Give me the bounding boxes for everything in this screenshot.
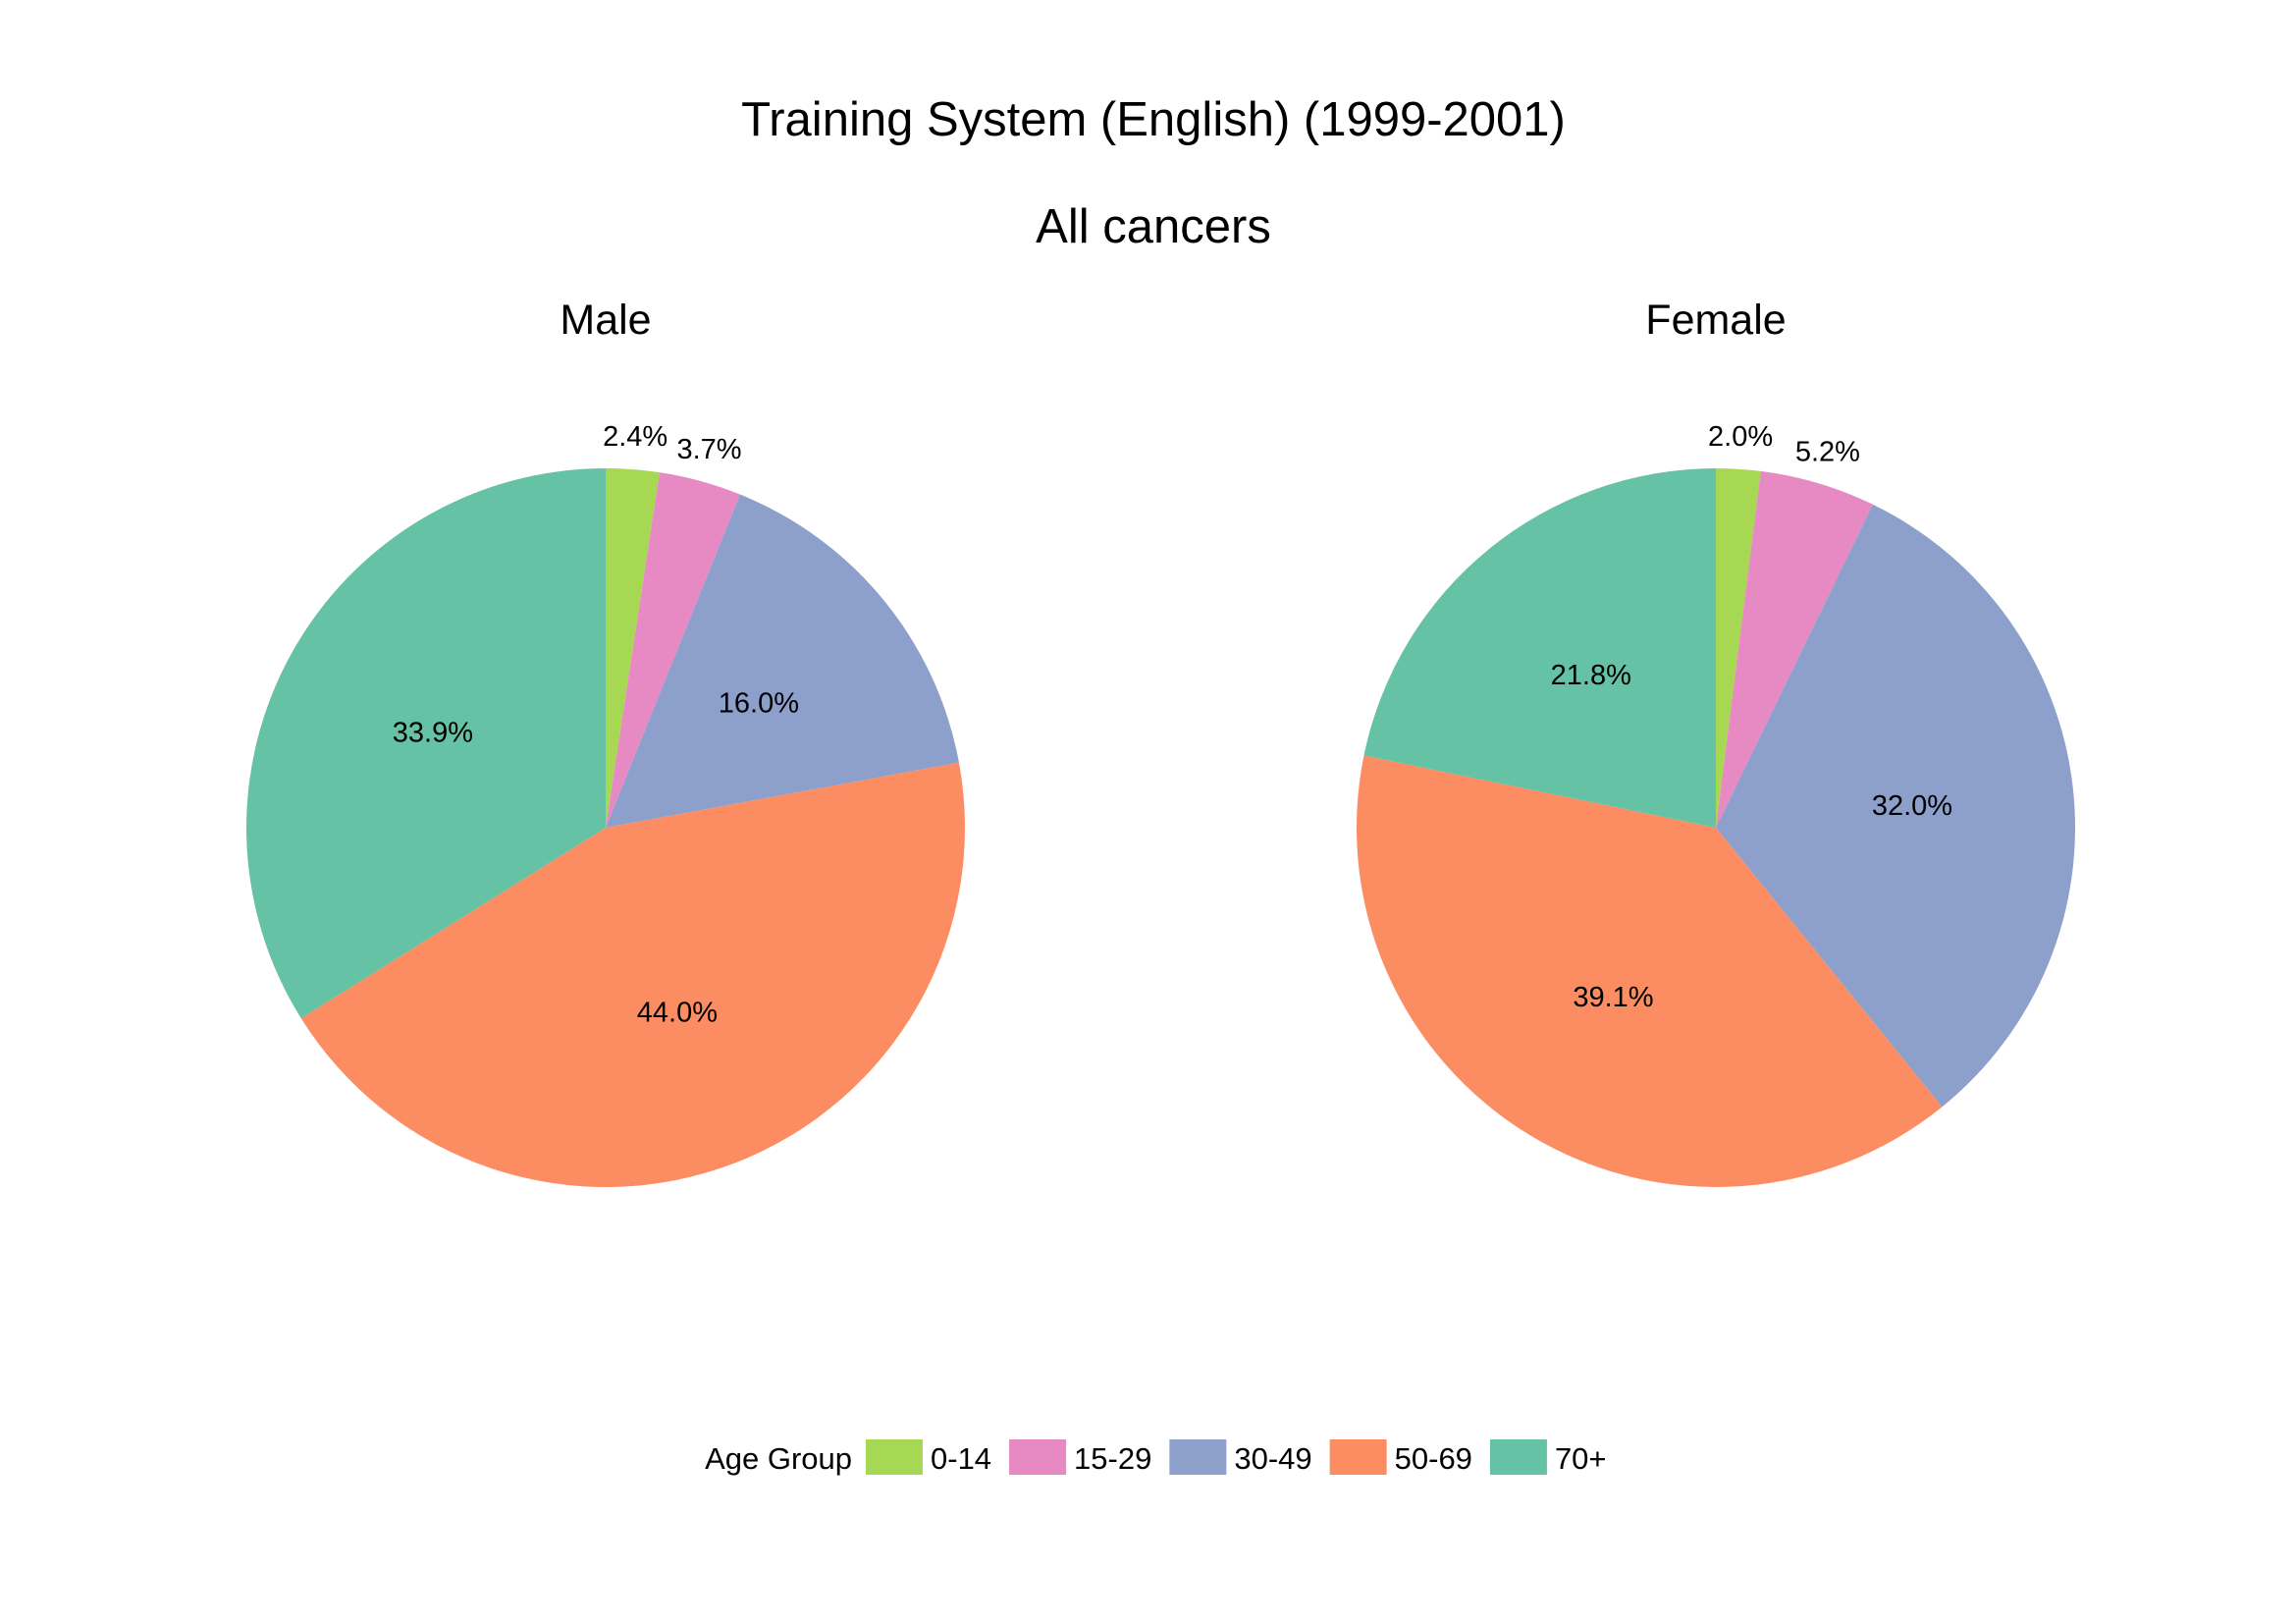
legend-label: 30-49 [1234, 1441, 1311, 1476]
pie-slice-50-69 [300, 762, 965, 1187]
pie-slice-70plus [246, 468, 606, 1019]
pie-slice-15-29 [1716, 470, 1873, 828]
chart-title: Training System (English) (1999-2001) [741, 93, 1566, 146]
pie-slice-30-49 [606, 494, 959, 828]
slice-label: 39.1% [1573, 982, 1653, 1013]
legend-title: Age Group [705, 1441, 852, 1476]
pie-panel-female: Female 2.0% 5.2% 32.0% 39.1% 21.8% [1357, 297, 2075, 1187]
panel-title-female: Female [1645, 297, 1786, 344]
pie-slice-50-69 [1357, 755, 1943, 1187]
legend-key [1329, 1439, 1387, 1475]
slice-label: 2.0% [1708, 421, 1773, 453]
panel-title-male: Male [560, 297, 651, 344]
legend: Age Group 0-14 15-29 30-49 50-69 70+ [705, 1439, 1607, 1476]
pie-slice-70plus [1363, 468, 1716, 828]
pie-slice-0-14 [1716, 468, 1761, 828]
slice-label: 32.0% [1872, 790, 1952, 822]
legend-key [1489, 1439, 1547, 1475]
legend-key [1009, 1439, 1067, 1475]
slice-label: 44.0% [637, 998, 718, 1029]
slice-label: 16.0% [719, 688, 799, 720]
legend-key [866, 1439, 923, 1475]
chart-subtitle: All cancers [1036, 200, 1271, 253]
legend-label: 70+ [1555, 1441, 1607, 1476]
legend-label: 0-14 [931, 1441, 991, 1476]
slice-label: 5.2% [1795, 437, 1860, 468]
slice-label: 33.9% [393, 717, 473, 748]
slice-label: 3.7% [676, 434, 741, 465]
pie-slice-0-14 [606, 468, 660, 828]
legend-label: 15-29 [1074, 1441, 1151, 1476]
slice-label: 21.8% [1551, 660, 1631, 691]
legend-label: 50-69 [1395, 1441, 1472, 1476]
pie-slice-30-49 [1716, 504, 2075, 1108]
pie-panel-male: Male 2.4% 3.7% 16.0% 44.0% 33.9% [246, 297, 965, 1187]
legend-key [1169, 1439, 1227, 1475]
pie-slice-15-29 [606, 472, 740, 828]
slice-label: 2.4% [603, 421, 667, 453]
